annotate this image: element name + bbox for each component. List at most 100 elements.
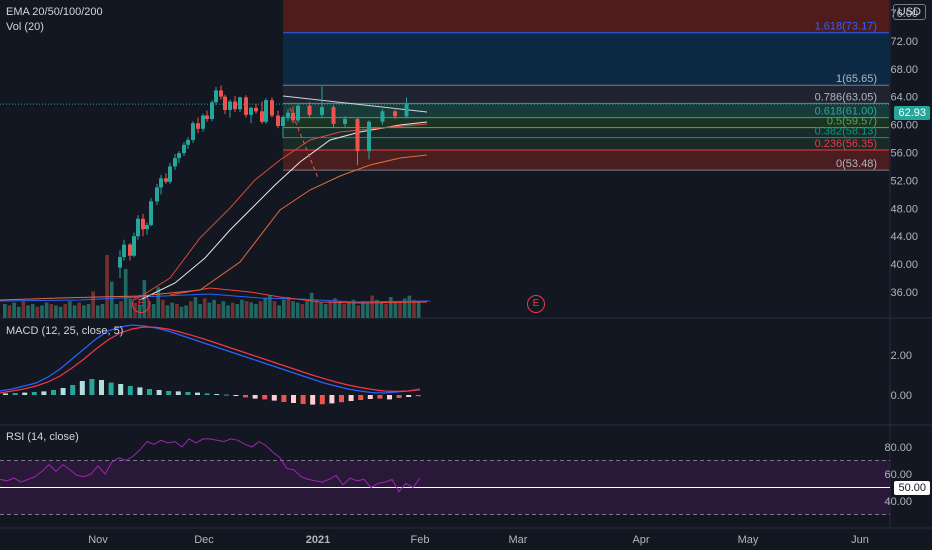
- macd-histogram-bar: [41, 391, 47, 395]
- volume-bar: [342, 304, 347, 318]
- fib-level-label: 0.236(56.35): [815, 138, 877, 150]
- volume-bar: [207, 302, 212, 318]
- volume-bar: [351, 299, 356, 318]
- candle-body: [331, 107, 336, 124]
- candle-body: [320, 107, 324, 115]
- candle-body: [205, 115, 209, 120]
- volume-bar: [12, 302, 16, 318]
- last-price-badge: 62.93: [894, 106, 930, 120]
- time-axis-tick: Apr: [632, 534, 649, 546]
- macd-histogram-bar: [99, 380, 104, 395]
- macd-histogram-bar: [329, 395, 335, 404]
- candle-body: [233, 101, 237, 110]
- macd-histogram-bar: [243, 395, 248, 398]
- volume-bar: [161, 299, 165, 318]
- candle-body: [270, 100, 274, 116]
- candle-body: [249, 107, 253, 115]
- volume-bar: [286, 297, 291, 318]
- volume-bar: [123, 269, 128, 318]
- volume-bar: [91, 291, 95, 318]
- volume-bar: [216, 304, 221, 318]
- volume-bar: [179, 306, 184, 318]
- rsi-indicator-label[interactable]: RSI (14, close): [6, 431, 79, 443]
- rsi-line: [0, 438, 421, 493]
- volume-bar: [300, 304, 305, 318]
- volume-bar: [202, 298, 207, 318]
- drawn-line: [289, 107, 319, 179]
- price-axis-tick: 36.00: [890, 287, 918, 299]
- fib-level-label: 1(65.65): [836, 73, 877, 85]
- macd-histogram-bar: [118, 384, 124, 395]
- candle-body: [201, 115, 205, 129]
- volume-bar: [295, 302, 300, 318]
- volume-indicator-label[interactable]: Vol (20): [6, 21, 44, 33]
- volume-bar: [109, 281, 114, 318]
- macd-axis-tick: 2.00: [891, 350, 912, 362]
- earnings-marker[interactable]: E: [527, 295, 545, 313]
- fib-zone: [283, 150, 889, 171]
- macd-histogram-bar: [185, 392, 191, 395]
- candle-body: [177, 153, 181, 159]
- volume-bar: [263, 298, 267, 318]
- volume-bar: [100, 304, 105, 318]
- candle-body: [223, 96, 227, 110]
- candle-body: [149, 201, 153, 226]
- volume-bar: [30, 304, 35, 318]
- volume-bar: [365, 302, 370, 318]
- volume-bar: [72, 305, 77, 318]
- candle-body: [182, 144, 186, 154]
- macd-histogram-bar: [252, 395, 258, 399]
- volume-bar: [54, 305, 58, 318]
- volume-bar: [402, 298, 407, 318]
- fib-zone: [283, 85, 889, 104]
- price-axis-tick: 60.00: [890, 120, 918, 132]
- time-axis-tick: Mar: [509, 534, 528, 546]
- candle-body: [128, 244, 132, 256]
- candle-body: [141, 218, 145, 230]
- time-axis-tick: 2021: [306, 534, 330, 546]
- fib-zone: [283, 103, 889, 118]
- volume-bar: [40, 305, 44, 318]
- macd-histogram-bar: [175, 391, 181, 395]
- currency-button[interactable]: USD: [892, 4, 926, 20]
- volume-bar: [337, 301, 342, 318]
- volume-bar: [384, 304, 388, 318]
- rsi-axis-tick: 80.00: [884, 442, 912, 454]
- macd-histogram-bar: [108, 382, 114, 395]
- candle-body: [155, 187, 159, 202]
- macd-histogram-bar: [339, 395, 344, 403]
- candle-body: [296, 105, 300, 121]
- candle-body: [219, 90, 223, 97]
- volume-bar: [328, 301, 333, 318]
- volume-bar: [412, 299, 416, 318]
- volume-bar: [7, 305, 12, 318]
- volume-bar: [189, 301, 193, 318]
- macd-histogram-bar: [204, 393, 210, 395]
- volume-bar: [156, 287, 161, 318]
- earnings-marker[interactable]: E: [132, 295, 150, 313]
- price-axis-tick: 56.00: [890, 148, 918, 160]
- candle-body: [343, 119, 347, 124]
- macd-histogram-bar: [214, 394, 220, 395]
- macd-histogram-bar: [223, 394, 229, 396]
- fib-level-label: 0.5(59.57): [827, 116, 877, 128]
- macd-histogram-bar: [156, 390, 162, 395]
- time-axis-tick: May: [738, 534, 759, 546]
- volume-bar: [58, 306, 63, 318]
- volume-bar: [86, 304, 91, 318]
- candle-body: [164, 178, 168, 182]
- volume-bar: [175, 304, 179, 318]
- macd-histogram-bar: [70, 385, 76, 395]
- signal-line: [0, 326, 421, 394]
- ema-indicator-label[interactable]: EMA 20/50/100/200: [6, 6, 103, 18]
- ema-50-line: [134, 123, 428, 301]
- macd-histogram-bar: [233, 395, 239, 396]
- candle-body: [276, 115, 280, 126]
- macd-histogram-bar: [137, 387, 143, 395]
- macd-histogram-bar: [348, 395, 354, 401]
- volume-bar: [244, 301, 249, 318]
- candle-body: [122, 244, 126, 258]
- price-axis-tick: 52.00: [890, 175, 918, 187]
- macd-indicator-label[interactable]: MACD (12, 25, close, 5): [6, 325, 124, 337]
